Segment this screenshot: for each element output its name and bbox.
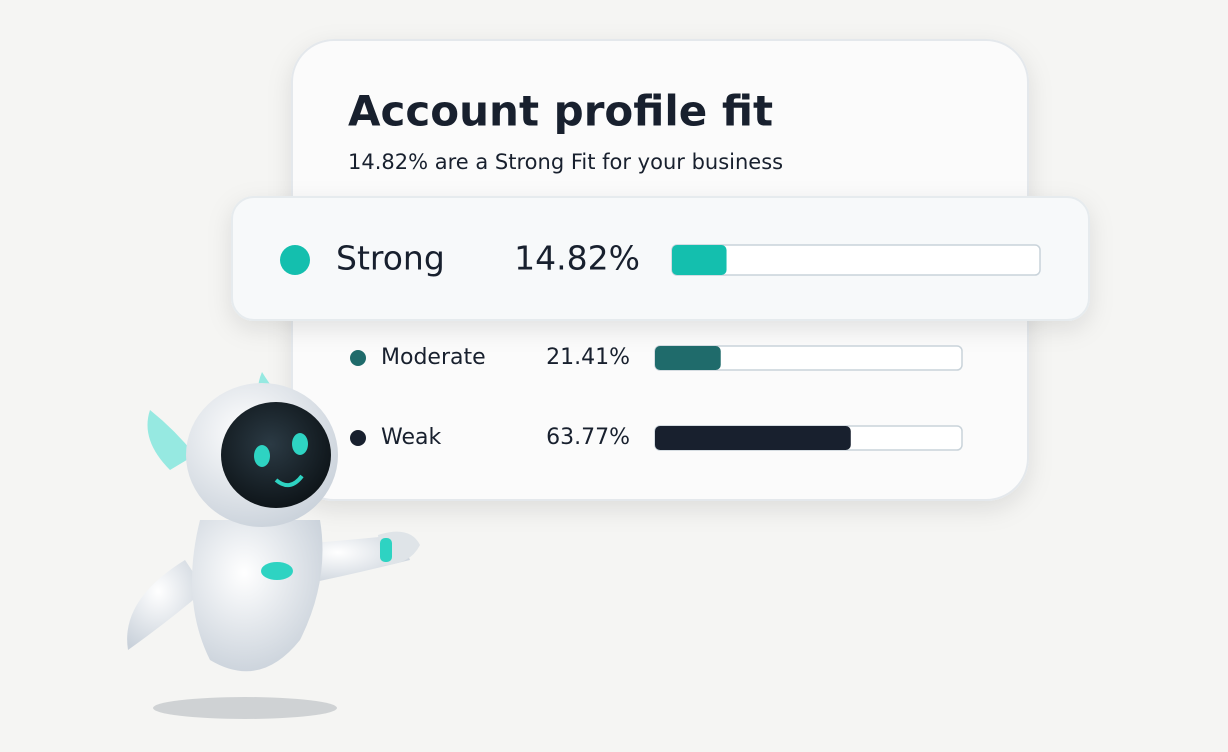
robot [127,372,420,719]
row-label: Weak [381,425,441,450]
robot-visor [221,402,331,508]
robot-arm [127,560,205,650]
row-label: Strong [336,239,445,278]
row-percent: 21.41% [546,345,630,370]
robot-chest-light [261,562,293,580]
card-title: Account profile fit [348,87,773,136]
row-percent: 14.82% [514,239,640,278]
row-dot [350,430,366,446]
robot-eye [254,445,270,467]
bar [655,346,721,370]
bar-track [671,244,1041,276]
bar [672,245,727,275]
robot-shadow [153,697,337,719]
bar [655,426,851,450]
highlight-panel [231,196,1090,321]
row-dot [350,350,366,366]
rows: Strong 14.82% Moderate 21.41% Weak 63.77% [280,239,1041,451]
robot-smile [274,474,304,488]
robot-ear [147,410,195,470]
row-percent: 63.77% [546,425,630,450]
robot-eye [292,433,308,455]
row-dot [280,245,310,275]
robot-body [192,520,323,672]
robot-hand-light [380,538,392,562]
card-subtitle: 14.82% are a Strong Fit for your busines… [348,150,783,174]
row-label: Moderate [381,345,486,370]
